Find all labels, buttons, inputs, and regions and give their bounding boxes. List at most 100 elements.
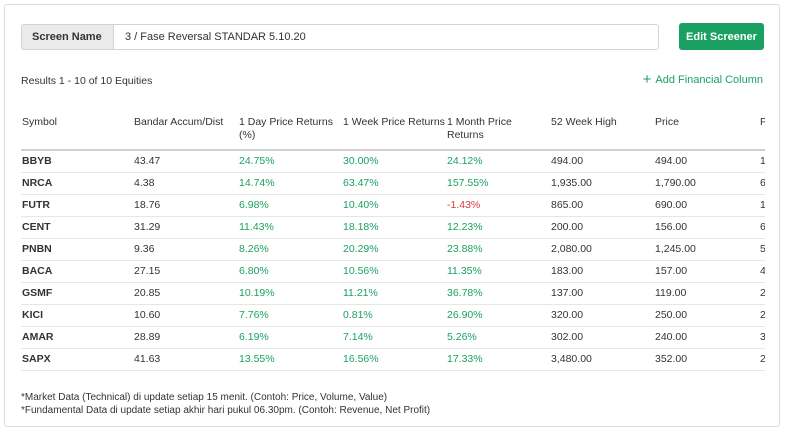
results-table-container[interactable]: Symbol Bandar Accum/Dist 1 Day Price Retur…	[21, 111, 765, 373]
table-cell: 1	[759, 194, 765, 217]
symbol-cell[interactable]: PNBN	[21, 238, 133, 261]
table-cell: 18.18%	[342, 216, 446, 239]
table-cell: 43.47	[133, 150, 238, 173]
symbol-cell[interactable]: AMAR	[21, 326, 133, 349]
column-header[interactable]: Bandar Accum/Dist	[133, 111, 238, 151]
table-cell: 240.00	[654, 326, 759, 349]
table-cell: 3	[759, 326, 765, 349]
table-cell: 352.00	[654, 348, 759, 371]
table-cell: 200.00	[550, 216, 654, 239]
table-cell: 320.00	[550, 304, 654, 327]
table-cell: 4.38	[133, 172, 238, 195]
plus-icon: +	[642, 71, 652, 88]
add-financial-column-link[interactable]: + Add Financial Column	[642, 71, 763, 88]
table-cell: 13.55%	[238, 348, 342, 371]
symbol-cell[interactable]: GSMF	[21, 282, 133, 305]
table-cell: 9.36	[133, 238, 238, 261]
table-cell: 6.80%	[238, 260, 342, 283]
table-cell: -1.43%	[446, 194, 550, 217]
table-cell: 12.23%	[446, 216, 550, 239]
table-cell: 302.00	[550, 326, 654, 349]
symbol-cell[interactable]: BBYB	[21, 150, 133, 173]
table-cell: 2,080.00	[550, 238, 654, 261]
edit-screener-button[interactable]: Edit Screener	[679, 23, 764, 50]
column-header[interactable]: P	[759, 111, 765, 151]
column-header[interactable]: Price	[654, 111, 759, 151]
table-cell: 28.89	[133, 326, 238, 349]
table-cell: 4	[759, 260, 765, 283]
table-cell: 1,245.00	[654, 238, 759, 261]
table-cell: 24.75%	[238, 150, 342, 173]
table-cell: 8.26%	[238, 238, 342, 261]
column-header[interactable]: 1 Week Price Returns	[342, 111, 446, 151]
table-cell: 6.98%	[238, 194, 342, 217]
table-cell: 6.19%	[238, 326, 342, 349]
column-header[interactable]: Symbol	[21, 111, 133, 151]
table-cell: 63.47%	[342, 172, 446, 195]
screen-name-label: Screen Name	[21, 24, 113, 50]
table-cell: 5.26%	[446, 326, 550, 349]
symbol-cell[interactable]: CENT	[21, 216, 133, 239]
table-row[interactable]: NRCA 4.38 14.74% 63.47% 157.55% 1,935.00 1,790…	[21, 172, 765, 195]
table-cell: 494.00	[550, 150, 654, 173]
symbol-cell[interactable]: SAPX	[21, 348, 133, 371]
table-cell: 6	[759, 216, 765, 239]
results-table: Symbol Bandar Accum/Dist 1 Day Price Retur…	[21, 111, 765, 371]
table-cell: 11.43%	[238, 216, 342, 239]
screen-name-input[interactable]	[113, 24, 659, 50]
footer-notes: *Market Data (Technical) di update setia…	[21, 391, 430, 417]
table-cell: 119.00	[654, 282, 759, 305]
footer-note-fundamental: *Fundamental Data di update setiap akhir…	[21, 405, 431, 416]
table-cell: 1	[759, 150, 765, 173]
table-cell: 18.76	[133, 194, 238, 217]
table-cell: 30.00%	[342, 150, 446, 173]
results-count: Results 1 - 10 of 10 Equities	[21, 75, 153, 87]
table-cell: 5	[759, 238, 765, 261]
table-cell: 11.21%	[342, 282, 446, 305]
table-cell: 250.00	[654, 304, 759, 327]
table-cell: 36.78%	[446, 282, 550, 305]
table-cell: 10.56%	[342, 260, 446, 283]
table-cell: 494.00	[654, 150, 759, 173]
table-cell: 26.90%	[446, 304, 550, 327]
column-header[interactable]: 1 Month Price Returns	[446, 111, 550, 151]
table-row[interactable]: PNBN 9.36 8.26% 20.29% 23.88% 2,080.00 1,245.0…	[21, 238, 765, 261]
table-cell: 2	[759, 348, 765, 371]
symbol-cell[interactable]: KICI	[21, 304, 133, 327]
table-cell: 10.60	[133, 304, 238, 327]
table-cell: 7.76%	[238, 304, 342, 327]
table-row[interactable]: SAPX 41.63 13.55% 16.56% 17.33% 3,480.00 352.0…	[21, 348, 765, 371]
table-cell: 31.29	[133, 216, 238, 239]
table-cell: 157.55%	[446, 172, 550, 195]
table-cell: 16.56%	[342, 348, 446, 371]
table-cell: 156.00	[654, 216, 759, 239]
table-cell: 11.35%	[446, 260, 550, 283]
table-cell: 17.33%	[446, 348, 550, 371]
table-cell: 20.29%	[342, 238, 446, 261]
table-cell: 23.88%	[446, 238, 550, 261]
screener-panel: Screen Name Edit Screener Results 1 - 10…	[4, 4, 780, 427]
symbol-cell[interactable]: BACA	[21, 260, 133, 283]
symbol-cell[interactable]: FUTR	[21, 194, 133, 217]
symbol-cell[interactable]: NRCA	[21, 172, 133, 195]
table-cell: 865.00	[550, 194, 654, 217]
column-header[interactable]: 52 Week High	[550, 111, 654, 151]
table-cell: 183.00	[550, 260, 654, 283]
table-cell: 137.00	[550, 282, 654, 305]
table-header-row: Symbol Bandar Accum/Dist 1 Day Price Retur…	[21, 111, 765, 151]
table-cell: 20.85	[133, 282, 238, 305]
table-cell: 0.81%	[342, 304, 446, 327]
table-cell: 690.00	[654, 194, 759, 217]
column-header[interactable]: 1 Day Price Returns (%)	[238, 111, 342, 151]
table-cell: 10.40%	[342, 194, 446, 217]
table-body: BBYB43.4724.75%30.00%24.12%494.00494.001…	[21, 150, 765, 371]
screen-name-field: Screen Name	[21, 24, 659, 50]
table-cell: 1,790.00	[654, 172, 759, 195]
